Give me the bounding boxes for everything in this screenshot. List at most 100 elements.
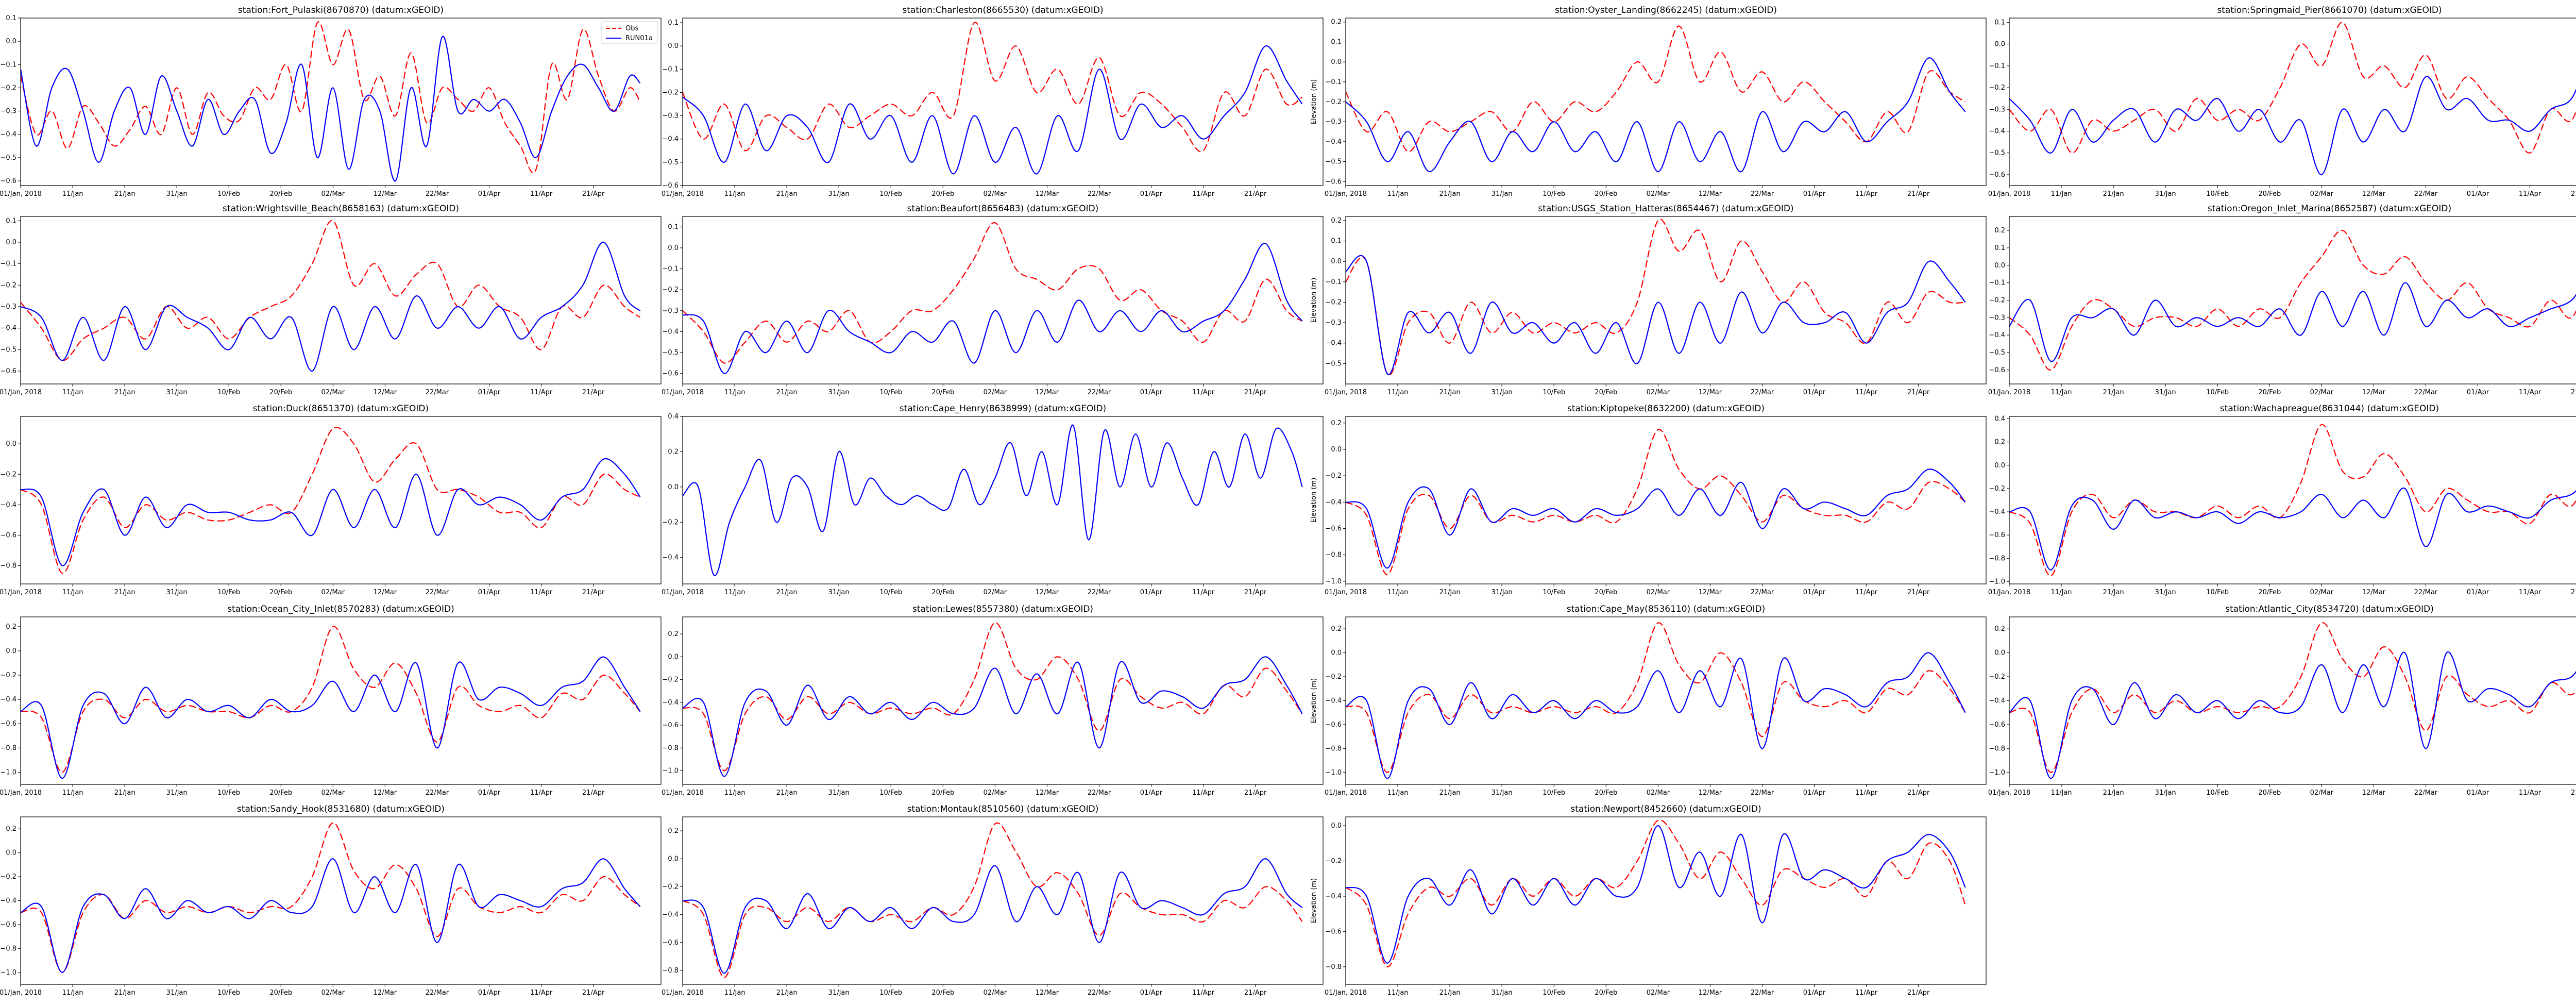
x-tick-label: 21/Jan (1439, 389, 1461, 396)
x-tick-label: 21/Apr (2571, 789, 2576, 797)
x-tick-label: 12/Mar (1699, 589, 1722, 596)
y-tick-label: −0.4 (1989, 508, 2005, 516)
panel-title: station:Wrightsville_Beach(8658163) (dat… (223, 204, 459, 214)
x-tick-label: 01/Apr (1140, 989, 1163, 997)
y-tick-label: 0.0 (1331, 258, 1342, 265)
x-tick-label: 12/Mar (374, 989, 397, 997)
x-tick-label: 12/Mar (2362, 789, 2386, 797)
y-tick-label: −0.8 (0, 562, 16, 570)
x-tick-label: 12/Mar (2362, 389, 2386, 396)
x-tick-label: 01/Jan, 2018 (1325, 190, 1367, 198)
x-tick-label: 01/Jan, 2018 (662, 989, 704, 997)
obs-series-line (21, 21, 641, 174)
x-tick-label: 12/Mar (1036, 389, 1059, 396)
y-tick-label: 0.0 (1331, 58, 1342, 66)
x-tick-label: 31/Jan (828, 190, 850, 198)
y-tick-label: −0.6 (662, 182, 679, 190)
x-tick-label: 11/Jan (2051, 190, 2072, 198)
x-tick-label: 21/Jan (776, 989, 798, 997)
y-tick-label: −0.3 (0, 303, 16, 311)
x-tick-label: 10/Feb (1543, 589, 1565, 596)
y-tick-label: −1.0 (1325, 578, 1342, 585)
x-tick-label: 20/Feb (2258, 589, 2281, 596)
x-tick-label: 21/Jan (776, 589, 798, 596)
y-tick-label: 0.2 (1994, 227, 2005, 234)
y-tick-label: −1.0 (662, 767, 679, 775)
plot-frame (2009, 416, 2576, 584)
station-panel: station:Wrightsville_Beach(8658163) (dat… (0, 204, 662, 396)
station-panel: station:Kiptopeke(8632200) (datum:xGEOID… (1310, 404, 1987, 596)
y-tick-label: 0.0 (1331, 822, 1342, 830)
y-tick-label: −0.5 (662, 159, 679, 166)
station-panel: station:Charleston(8665530) (datum:xGEOI… (662, 5, 1324, 198)
x-tick-label: 02/Mar (984, 589, 1007, 596)
x-tick-label: 21/Apr (582, 190, 605, 198)
x-tick-label: 01/Jan, 2018 (1325, 589, 1367, 596)
panel-title: station:Atlantic_City(8534720) (datum:xG… (2225, 604, 2434, 614)
y-tick-label: −0.8 (1325, 963, 1342, 971)
y-tick-label: −0.8 (1989, 745, 2005, 752)
y-tick-label: −0.6 (662, 939, 679, 947)
y-tick-label: −0.1 (662, 265, 679, 273)
x-tick-label: 20/Feb (269, 190, 292, 198)
x-tick-label: 02/Mar (321, 989, 345, 997)
y-tick-label: −0.2 (0, 281, 16, 289)
obs-series-line (21, 626, 641, 773)
y-tick-label: 0.0 (668, 483, 679, 491)
plot-frame (682, 416, 1324, 584)
x-tick-label: 20/Feb (931, 589, 954, 596)
y-tick-label: 0.0 (6, 440, 16, 448)
x-tick-label: 31/Jan (828, 989, 850, 997)
x-tick-label: 12/Mar (1036, 589, 1059, 596)
x-tick-label: 01/Apr (1140, 190, 1163, 198)
model-series-line (683, 243, 1303, 374)
x-tick-label: 11/Jan (724, 789, 745, 797)
x-tick-label: 01/Apr (478, 989, 501, 997)
y-tick-label: 0.0 (6, 849, 16, 857)
x-tick-label: 01/Jan, 2018 (1325, 989, 1367, 997)
plot-frame (20, 616, 662, 785)
y-tick-label: −0.2 (1325, 673, 1342, 681)
y-tick-label: −0.2 (662, 89, 679, 96)
y-tick-label: 0.1 (668, 19, 679, 27)
y-tick-label: −0.8 (0, 744, 16, 752)
y-tick-label: −0.1 (662, 65, 679, 73)
y-tick-label: −0.8 (662, 744, 679, 752)
obs-series-line (1346, 219, 1965, 376)
x-tick-label: 01/Jan, 2018 (1325, 389, 1367, 396)
x-tick-label: 01/Apr (478, 789, 501, 797)
y-tick-label: −0.8 (1325, 745, 1342, 752)
y-tick-label: −0.4 (0, 131, 16, 139)
x-tick-label: 21/Jan (2103, 389, 2124, 396)
y-tick-label: 0.2 (6, 825, 16, 833)
x-tick-label: 22/Mar (1088, 389, 1111, 396)
x-tick-label: 11/Jan (724, 190, 745, 198)
y-tick-label: −0.6 (1989, 366, 2005, 374)
y-tick-label: −0.2 (1989, 485, 2005, 493)
x-tick-label: 21/Apr (1244, 190, 1267, 198)
x-tick-label: 31/Jan (1492, 589, 1513, 596)
y-tick-label: −0.6 (1325, 178, 1342, 186)
y-tick-label: 0.0 (1994, 262, 2005, 270)
x-tick-label: 02/Mar (1647, 389, 1670, 396)
x-tick-label: 20/Feb (2258, 789, 2281, 797)
model-series-line (683, 45, 1303, 175)
x-tick-label: 02/Mar (321, 190, 345, 198)
x-tick-label: 11/Jan (2051, 789, 2072, 797)
x-tick-label: 31/Jan (166, 789, 188, 797)
y-tick-label: −0.3 (1989, 314, 2005, 322)
x-tick-label: 10/Feb (1543, 389, 1565, 396)
plot-frame (2009, 18, 2576, 186)
x-tick-label: 11/Jan (62, 589, 83, 596)
x-tick-label: 11/Apr (1855, 589, 1878, 596)
y-tick-label: −0.5 (1989, 349, 2005, 357)
plot-frame (682, 216, 1324, 384)
x-tick-label: 31/Jan (166, 389, 188, 396)
x-tick-label: 10/Feb (217, 789, 240, 797)
x-tick-label: 21/Apr (1244, 589, 1267, 596)
obs-series-line (1346, 25, 1966, 153)
x-tick-label: 11/Apr (2519, 789, 2541, 797)
x-tick-label: 02/Mar (2310, 190, 2334, 198)
panel-title: station:Kiptopeke(8632200) (datum:xGEOID… (1567, 404, 1765, 414)
y-tick-label: −0.4 (662, 699, 679, 707)
